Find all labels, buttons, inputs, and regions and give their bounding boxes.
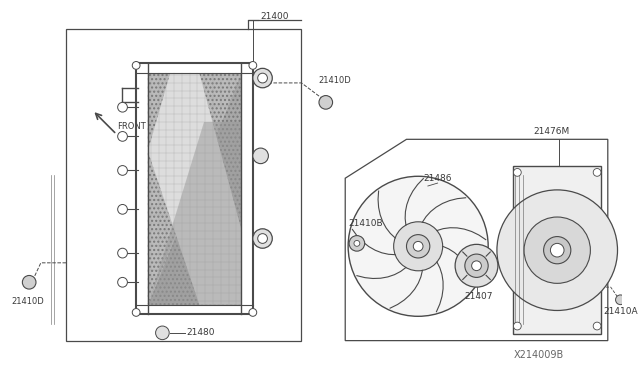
Circle shape (348, 176, 488, 316)
Circle shape (543, 237, 571, 264)
Circle shape (616, 295, 625, 305)
Text: 21410A: 21410A (603, 307, 637, 316)
Polygon shape (148, 73, 241, 305)
Circle shape (249, 61, 257, 69)
Circle shape (253, 229, 272, 248)
Bar (66, 29, 301, 341)
Circle shape (513, 322, 521, 330)
Circle shape (118, 278, 127, 287)
Text: 21410D: 21410D (12, 297, 44, 306)
Circle shape (132, 308, 140, 316)
Circle shape (319, 96, 333, 109)
Circle shape (258, 234, 268, 243)
Circle shape (394, 222, 443, 271)
Circle shape (118, 248, 127, 258)
Circle shape (593, 322, 601, 330)
Polygon shape (148, 73, 241, 305)
Text: X214009B: X214009B (513, 350, 564, 360)
Text: 21476M: 21476M (533, 127, 569, 136)
Bar (513, 166, 601, 334)
Circle shape (550, 243, 564, 257)
Circle shape (472, 261, 481, 270)
Circle shape (497, 190, 618, 311)
Circle shape (349, 235, 365, 251)
Circle shape (253, 148, 268, 164)
Circle shape (406, 235, 430, 258)
Circle shape (258, 73, 268, 83)
Circle shape (118, 205, 127, 214)
Circle shape (156, 326, 169, 340)
Circle shape (513, 169, 521, 176)
Text: FRONT: FRONT (116, 122, 145, 131)
Circle shape (118, 102, 127, 112)
Circle shape (118, 166, 127, 175)
Text: 21400: 21400 (260, 12, 289, 21)
Circle shape (118, 132, 127, 141)
Text: 21407: 21407 (465, 292, 493, 301)
Circle shape (524, 217, 590, 283)
Circle shape (354, 240, 360, 246)
Text: 21410B: 21410B (348, 219, 383, 228)
Circle shape (465, 254, 488, 278)
Circle shape (455, 244, 498, 287)
Text: 21480: 21480 (187, 328, 215, 337)
Polygon shape (148, 122, 241, 305)
Circle shape (249, 308, 257, 316)
Circle shape (593, 169, 601, 176)
Circle shape (22, 276, 36, 289)
Text: 21486: 21486 (423, 174, 452, 183)
Polygon shape (148, 73, 241, 305)
Text: 21410D: 21410D (318, 76, 351, 84)
Circle shape (132, 61, 140, 69)
Circle shape (413, 241, 423, 251)
Circle shape (253, 68, 272, 88)
